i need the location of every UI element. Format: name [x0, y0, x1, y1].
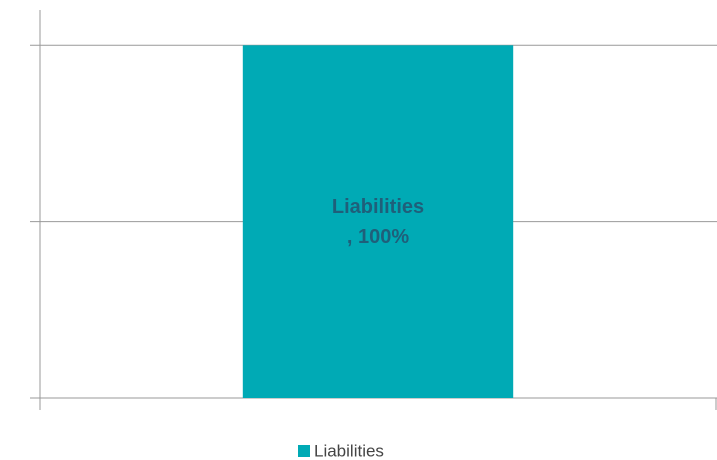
- legend-label: Liabilities: [314, 441, 384, 460]
- data-label: Liabilities , 100%: [331, 195, 425, 248]
- legend-swatch: [298, 445, 310, 457]
- bar: [242, 45, 514, 398]
